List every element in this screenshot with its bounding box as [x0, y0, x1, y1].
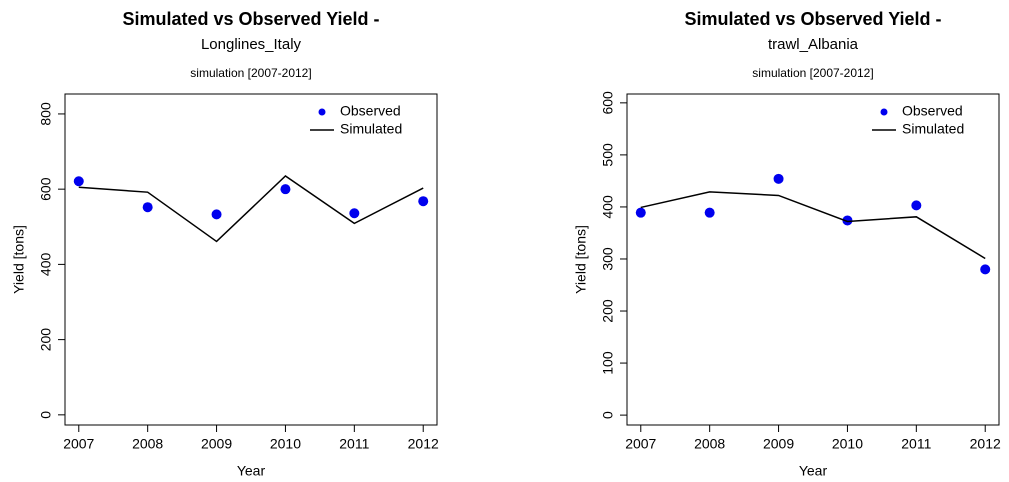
- y-tick-label: 400: [600, 195, 616, 219]
- x-tick-label: 2012: [408, 436, 439, 452]
- observed-point: [704, 207, 715, 218]
- observed-point: [980, 264, 991, 275]
- plot-box: [64, 93, 438, 426]
- observed-point: [911, 200, 922, 211]
- plot-box: [626, 93, 1000, 426]
- observed-point: [211, 209, 222, 220]
- chart-note: simulation [2007-2012]: [752, 66, 873, 80]
- x-tick-label: 2011: [901, 436, 931, 452]
- legend-label: Simulated: [340, 121, 402, 137]
- legend-label: Observed: [340, 103, 401, 119]
- observed-point: [418, 196, 429, 207]
- y-tick-label: 200: [600, 299, 616, 323]
- x-tick-label: 2012: [970, 436, 1001, 452]
- chart-subtitle: trawl_Albania: [768, 36, 859, 53]
- y-tick-label: 200: [38, 328, 54, 352]
- observed-point: [773, 173, 784, 184]
- chart-title: Simulated vs Observed Yield -: [122, 9, 379, 29]
- y-axis-label: Yield [tons]: [573, 225, 589, 294]
- legend-label: Simulated: [902, 121, 964, 137]
- legend-marker: [318, 108, 326, 116]
- chart-title: Simulated vs Observed Yield -: [684, 9, 941, 29]
- y-tick-label: 600: [38, 177, 54, 201]
- observed-point: [842, 215, 853, 226]
- x-axis-label: Year: [799, 463, 828, 479]
- x-tick-label: 2007: [63, 436, 94, 452]
- y-tick-label: 800: [38, 102, 54, 126]
- y-tick-label: 600: [600, 91, 616, 115]
- y-tick-label: 0: [38, 411, 54, 419]
- x-axis-label: Year: [237, 463, 266, 479]
- y-tick-label: 400: [38, 252, 54, 276]
- x-tick-label: 2010: [270, 436, 301, 452]
- observed-point: [635, 207, 646, 218]
- y-tick-label: 100: [600, 351, 616, 375]
- observed-point: [349, 208, 360, 219]
- legend-marker: [880, 108, 888, 116]
- x-tick-label: 2010: [832, 436, 863, 452]
- y-tick-label: 300: [600, 247, 616, 271]
- x-tick-label: 2007: [625, 436, 656, 452]
- simulated-line: [78, 175, 424, 243]
- observed-point: [142, 202, 153, 213]
- legend-label: Observed: [902, 103, 963, 119]
- x-tick-label: 2011: [339, 436, 369, 452]
- x-tick-label: 2008: [132, 436, 163, 452]
- x-tick-label: 2008: [694, 436, 725, 452]
- y-tick-label: 0: [600, 411, 616, 419]
- simulated-line: [640, 191, 986, 260]
- chart-subtitle: Longlines_Italy: [201, 36, 302, 53]
- y-axis-label: Yield [tons]: [11, 225, 27, 294]
- y-tick-label: 500: [600, 143, 616, 167]
- x-tick-label: 2009: [201, 436, 232, 452]
- x-tick-label: 2009: [763, 436, 794, 452]
- observed-point: [280, 184, 291, 195]
- observed-point: [73, 176, 84, 187]
- chart-note: simulation [2007-2012]: [190, 66, 311, 80]
